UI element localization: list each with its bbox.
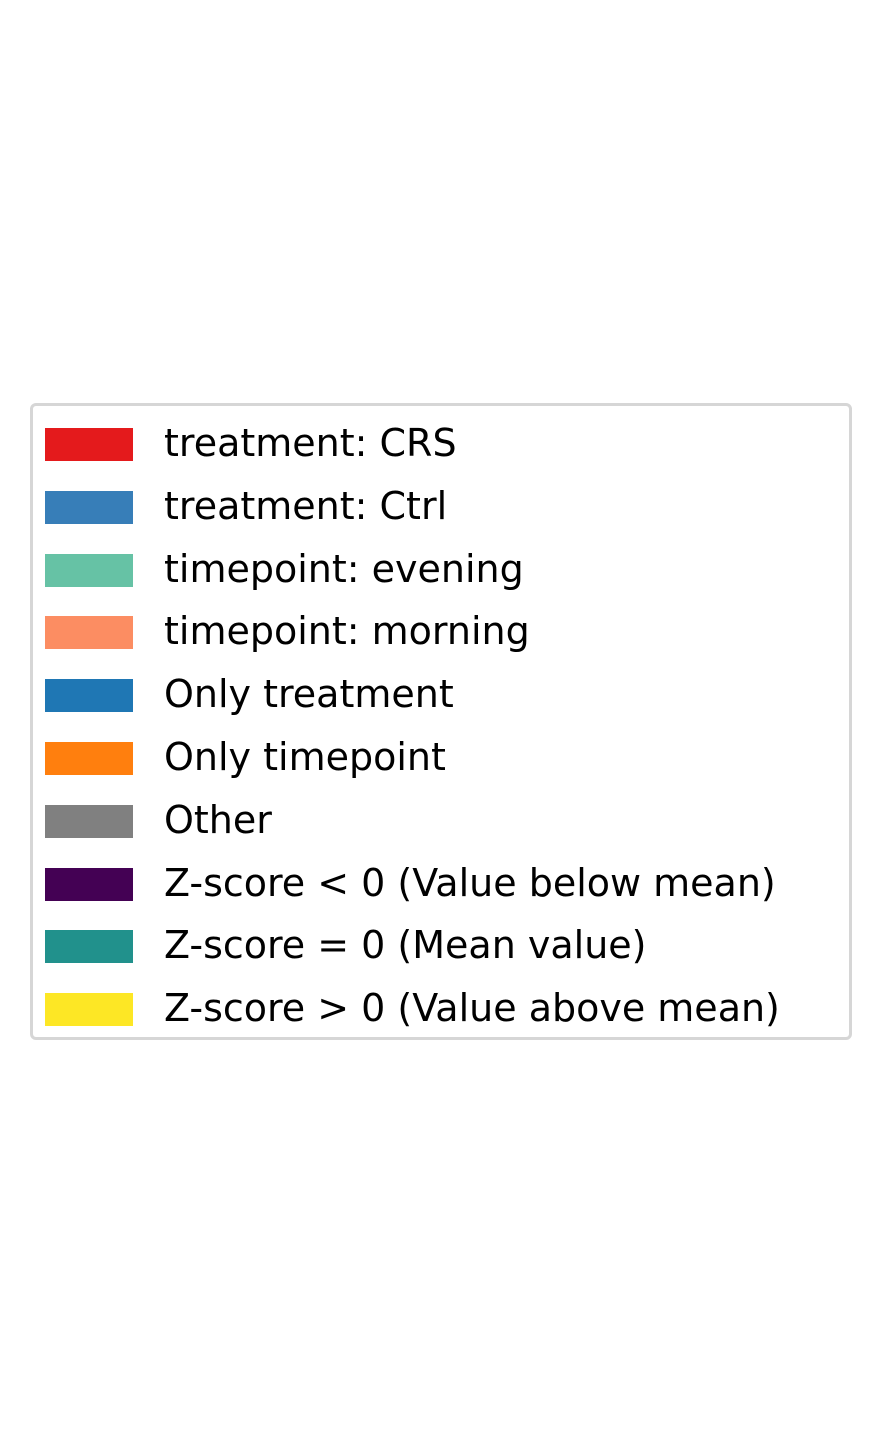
legend-item: Z-score < 0 (Value below mean) xyxy=(33,852,849,914)
legend-label: treatment: Ctrl xyxy=(164,483,448,528)
legend-label: Z-score = 0 (Mean value) xyxy=(164,923,647,968)
legend-item: timepoint: morning xyxy=(33,600,849,662)
legend-swatch xyxy=(45,742,133,775)
legend-item: Z-score = 0 (Mean value) xyxy=(33,914,849,976)
legend-item: treatment: Ctrl xyxy=(33,475,849,537)
legend-label: timepoint: evening xyxy=(164,546,524,591)
legend-swatch xyxy=(45,428,133,461)
legend-swatch xyxy=(45,930,133,964)
legend-swatch xyxy=(45,490,133,524)
legend-swatch xyxy=(45,804,133,838)
legend-swatch xyxy=(45,616,133,650)
legend-item: treatment: CRS xyxy=(33,412,849,474)
legend-swatch xyxy=(45,993,133,1027)
legend-swatch xyxy=(45,553,133,587)
legend-label: Other xyxy=(164,797,272,842)
legend-swatch xyxy=(45,679,133,713)
legend-item: timepoint: evening xyxy=(33,538,849,600)
legend-label: treatment: CRS xyxy=(164,421,457,465)
legend-label: Only treatment xyxy=(164,672,454,717)
legend-label: Z-score < 0 (Value below mean) xyxy=(164,860,776,905)
legend-label: Only timepoint xyxy=(164,735,446,779)
legend-item: Only timepoint xyxy=(33,726,849,788)
legend-item: Other xyxy=(33,789,849,851)
legend-label: timepoint: morning xyxy=(164,609,530,654)
legend-box: treatment: CRS treatment: Ctrl timepoint: … xyxy=(30,403,852,1040)
legend-item: Only treatment xyxy=(33,663,849,725)
legend-label: Z-score > 0 (Value above mean) xyxy=(164,986,780,1031)
legend-swatch xyxy=(45,867,133,901)
legend-item: Z-score > 0 (Value above mean) xyxy=(33,977,849,1039)
